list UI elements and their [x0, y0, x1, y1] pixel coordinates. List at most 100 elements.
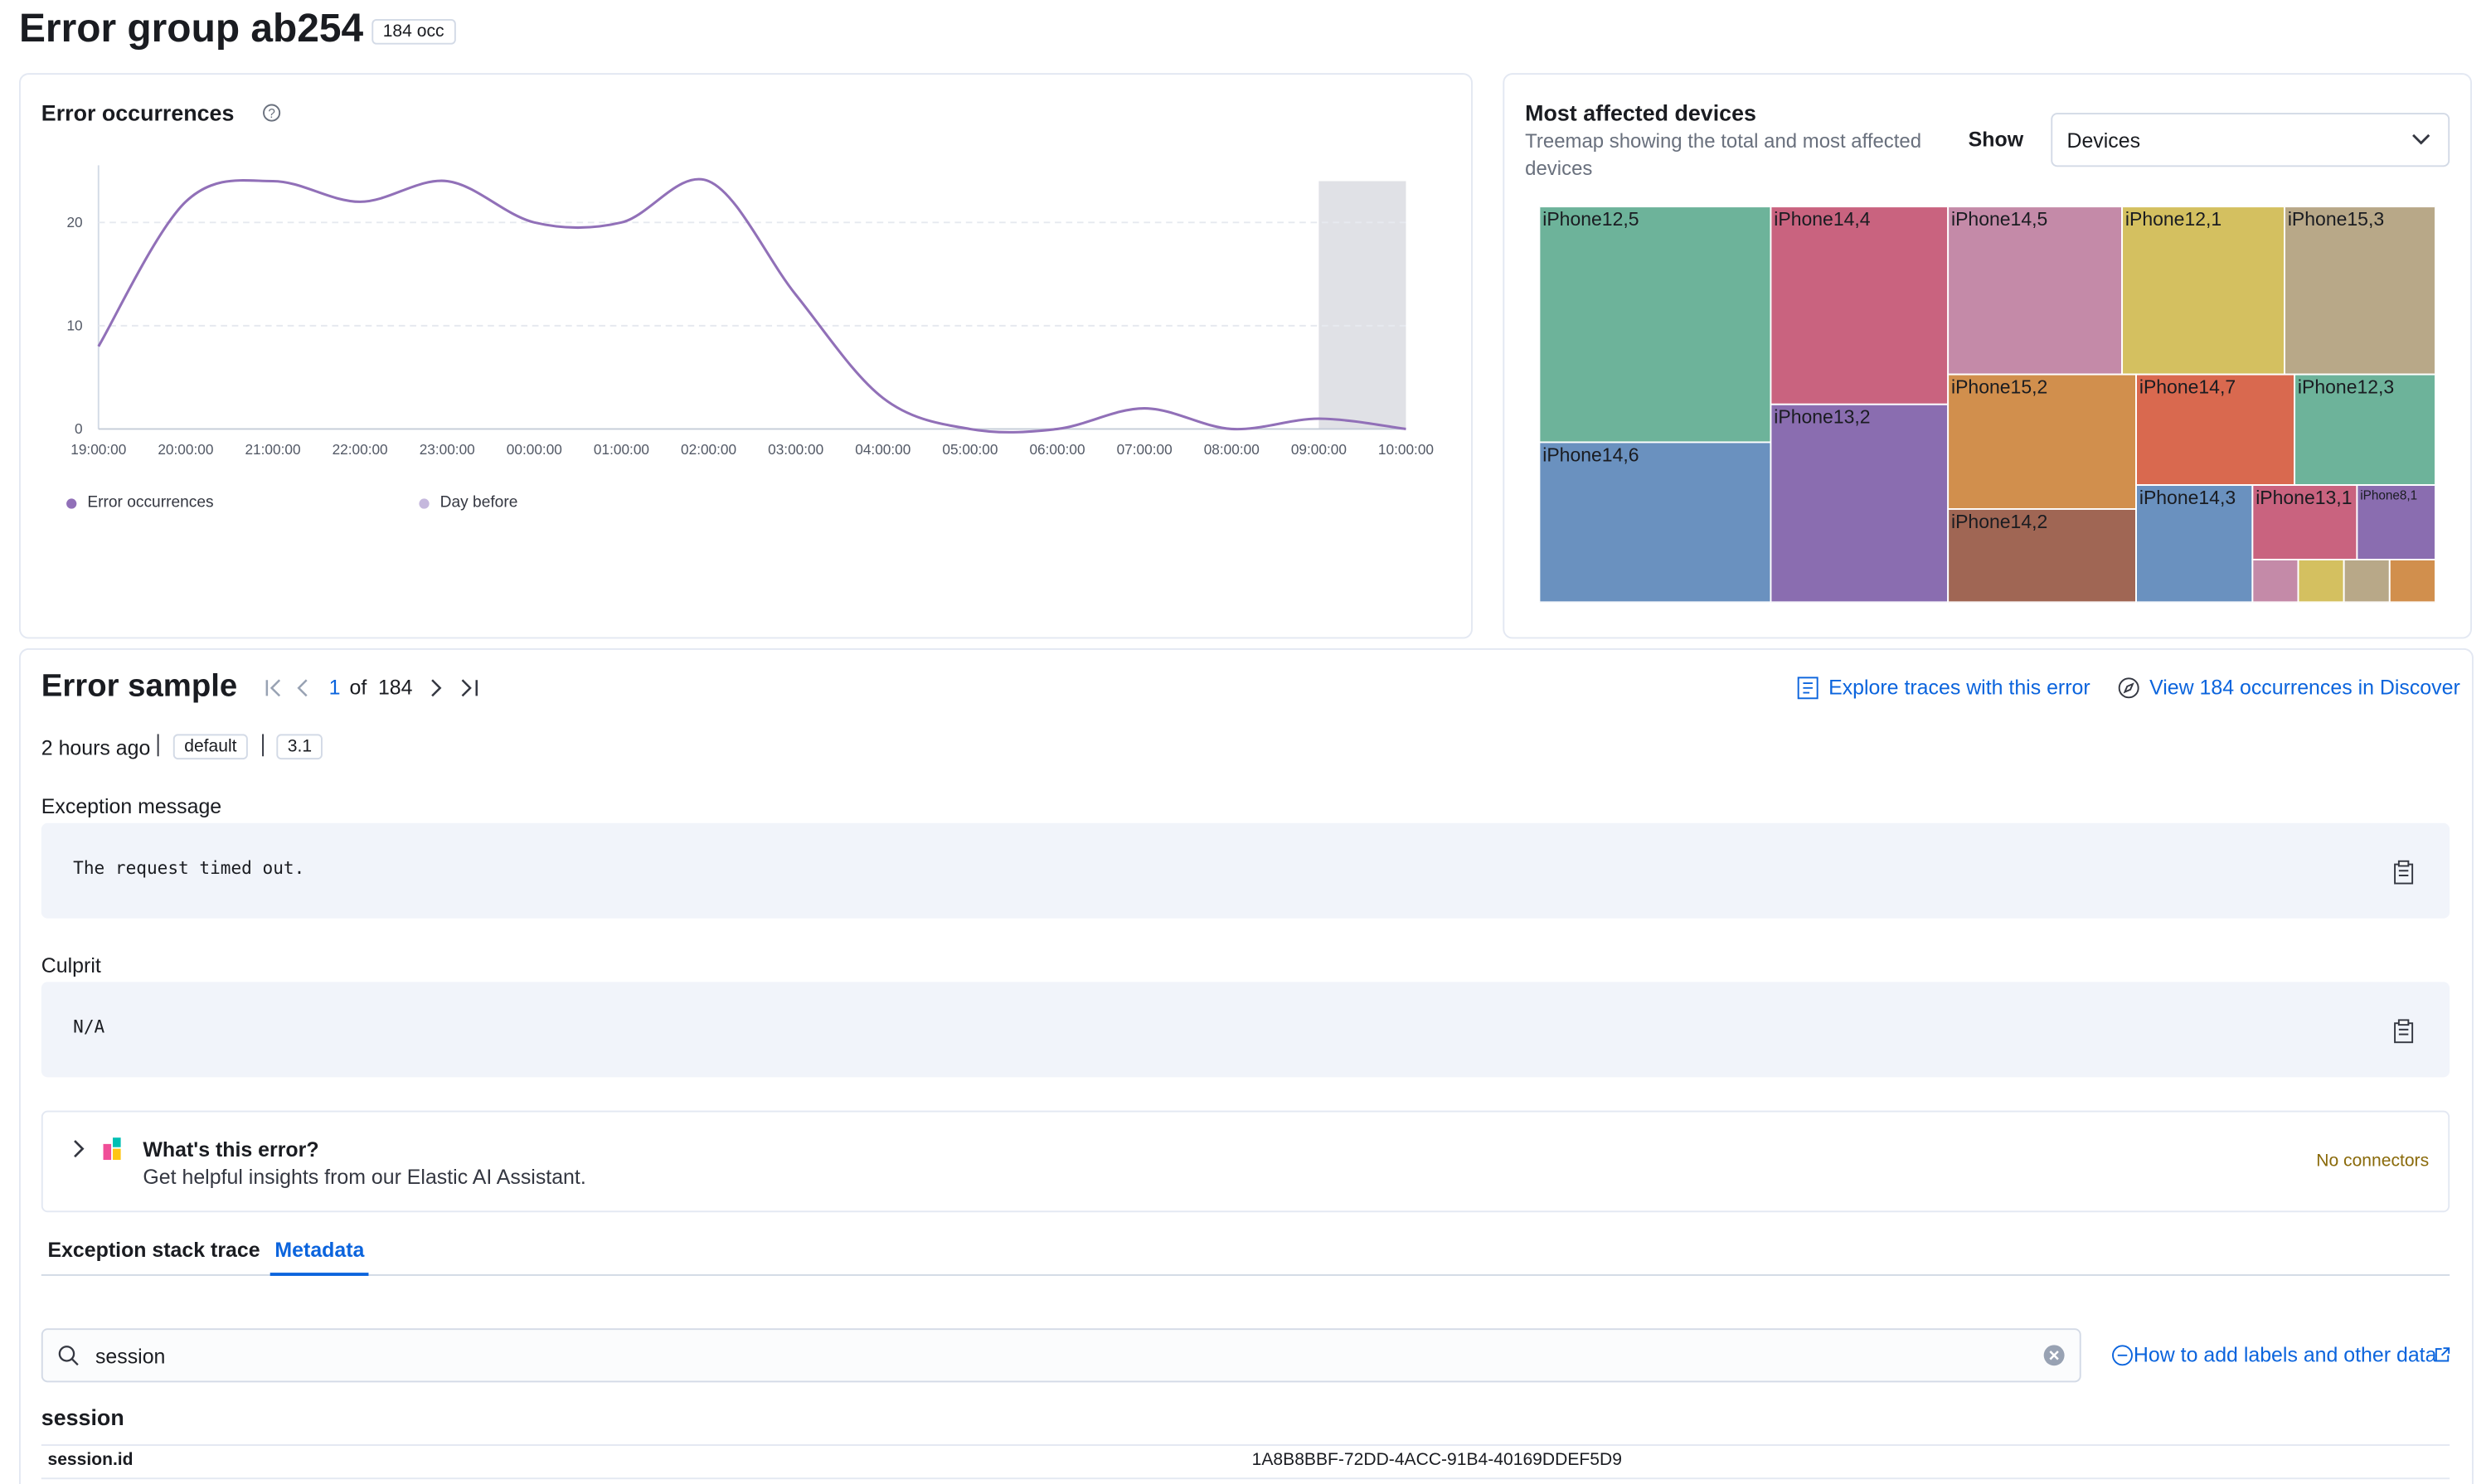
- ai-box[interactable]: What's this error? Get helpful insights …: [41, 1110, 2450, 1213]
- exception-text: The request timed out.: [73, 857, 305, 879]
- traces-icon: [1797, 677, 1818, 700]
- treemap-cell: [2343, 559, 2391, 603]
- chevron: [2412, 133, 2430, 145]
- treemap-cell: [2388, 559, 2435, 603]
- x-tick-label: 05:00:00: [942, 441, 998, 458]
- treemap-cell: [1539, 441, 1772, 603]
- culprit-box: N/A: [41, 982, 2450, 1078]
- treemap-cell: [1770, 206, 1950, 405]
- treemap-label: iPhone15,3: [2288, 208, 2384, 230]
- page-current[interactable]: 1: [328, 675, 341, 700]
- exception-box: The request timed out.: [41, 822, 2450, 919]
- series-line: [97, 177, 1406, 434]
- x-tick-label: 04:00:00: [855, 441, 910, 458]
- copy-icon[interactable]: [2392, 860, 2415, 885]
- treemap-cell: [2121, 206, 2285, 376]
- treemap-cell: [2297, 559, 2345, 603]
- treemap-label: iPhone14,2: [1951, 511, 2047, 532]
- treemap-label: iPhone12,1: [2125, 208, 2222, 230]
- treemap-label: iPhone13,2: [1774, 406, 1870, 428]
- treemap-label: iPhone14,6: [1542, 444, 1639, 465]
- y-tick-label: 0: [75, 420, 83, 437]
- exception-label: Exception message: [41, 794, 222, 818]
- treemap-cell: [2294, 373, 2435, 487]
- version-badge: 3.1: [276, 734, 323, 760]
- select-value: Devices: [2066, 129, 2141, 153]
- x-tick-label: 09:00:00: [1291, 441, 1347, 458]
- treemap-cell: [2135, 484, 2254, 603]
- culprit-text: N/A: [73, 1016, 105, 1038]
- explore-link[interactable]: Explore traces with this error: [1828, 675, 2090, 700]
- page-title: Error group ab254: [18, 6, 364, 51]
- treemap-label: iPhone14,3: [2139, 487, 2236, 508]
- treemap-title: Most affected devices: [1525, 99, 1756, 126]
- treemap-label: iPhone14,7: [2139, 376, 2236, 398]
- legend-label: Error occurrences: [87, 493, 213, 511]
- meta-key: session.id: [47, 1450, 134, 1470]
- x-tick-label: 23:00:00: [420, 441, 475, 458]
- treemap-subtitle: Treemap showing the total and most affec…: [1525, 130, 1922, 180]
- treemap-label: iPhone13,1: [2255, 487, 2352, 508]
- pager-icons: [265, 679, 478, 697]
- treemap-cell: [1539, 206, 1772, 444]
- x-tick-label: 08:00:00: [1204, 441, 1260, 458]
- help-icon[interactable]: ?: [262, 104, 281, 123]
- ai-status: No connectors: [2316, 1152, 2430, 1171]
- treemap-cell: [1947, 206, 2124, 376]
- x-tick-label: 00:00:00: [507, 441, 562, 458]
- treemap-label: iPhone14,4: [1774, 208, 1870, 230]
- discover-icon: [2118, 677, 2139, 699]
- meta-section: session: [41, 1404, 124, 1430]
- x-tick-label: 06:00:00: [1029, 441, 1085, 458]
- tab-active[interactable]: Metadata: [269, 1238, 370, 1276]
- treemap-label: iPhone8,1: [2360, 488, 2417, 502]
- help-doc-icon: [2112, 1345, 2133, 1366]
- tab-rule: [41, 1274, 2450, 1276]
- y-tick-label: 20: [66, 214, 82, 230]
- ai-text: Get helpful insights from our Elastic AI…: [143, 1164, 586, 1189]
- sep: [157, 734, 159, 757]
- treemap-label: iPhone12,5: [1542, 208, 1639, 230]
- expand-icon: [74, 1140, 85, 1158]
- x-tick-label: 07:00:00: [1117, 441, 1173, 458]
- copy-icon[interactable]: [2392, 1018, 2415, 1044]
- legend-dot: [66, 498, 77, 509]
- discover-link[interactable]: View 184 occurrences in Discover: [2149, 675, 2460, 700]
- time-ago: 2 hours ago: [41, 735, 151, 760]
- y-tick-label: 10: [66, 318, 82, 334]
- ai-icon: [103, 1137, 121, 1161]
- x-tick-label: 01:00:00: [594, 441, 649, 458]
- treemap-label: iPhone12,3: [2298, 376, 2394, 398]
- x-tick-label: 02:00:00: [681, 441, 736, 458]
- ai-title: What's this error?: [143, 1137, 319, 1161]
- tab[interactable]: Exception stack trace: [47, 1237, 260, 1262]
- svg-text:?: ?: [268, 107, 275, 121]
- search-icon: [58, 1346, 79, 1366]
- show-label: Show: [1968, 127, 2024, 152]
- chart-title: Error occurrences: [41, 99, 235, 126]
- treemap-cell: [2251, 559, 2299, 603]
- legend-label: Day before: [440, 493, 518, 511]
- treemap-label: iPhone15,2: [1951, 376, 2047, 398]
- x-tick-label: 19:00:00: [70, 441, 126, 458]
- highlight-band: [1318, 181, 1406, 429]
- x-tick-label: 10:00:00: [1378, 441, 1434, 458]
- treemap-cell: [1770, 403, 1950, 603]
- x-tick-label: 03:00:00: [768, 441, 823, 458]
- clear-icon[interactable]: [2043, 1344, 2066, 1366]
- help-link[interactable]: How to add labels and other data: [2133, 1342, 2437, 1367]
- x-tick-label: 20:00:00: [158, 441, 213, 458]
- culprit-label: Culprit: [41, 953, 101, 977]
- meta-value: 1A8B8BBF-72DD-4ACC-91B4-40169DDEF5D9: [1251, 1450, 1622, 1470]
- page-total: 184: [377, 675, 413, 700]
- x-tick-label: 21:00:00: [245, 441, 300, 458]
- device-select[interactable]: Devices: [2051, 113, 2450, 167]
- row-rule: [41, 1477, 2450, 1480]
- legend-dot: [419, 498, 430, 509]
- treemap-cell: [2284, 206, 2435, 376]
- env-badge: default: [172, 734, 248, 760]
- search-box[interactable]: session: [41, 1328, 2081, 1383]
- sep: [262, 734, 265, 757]
